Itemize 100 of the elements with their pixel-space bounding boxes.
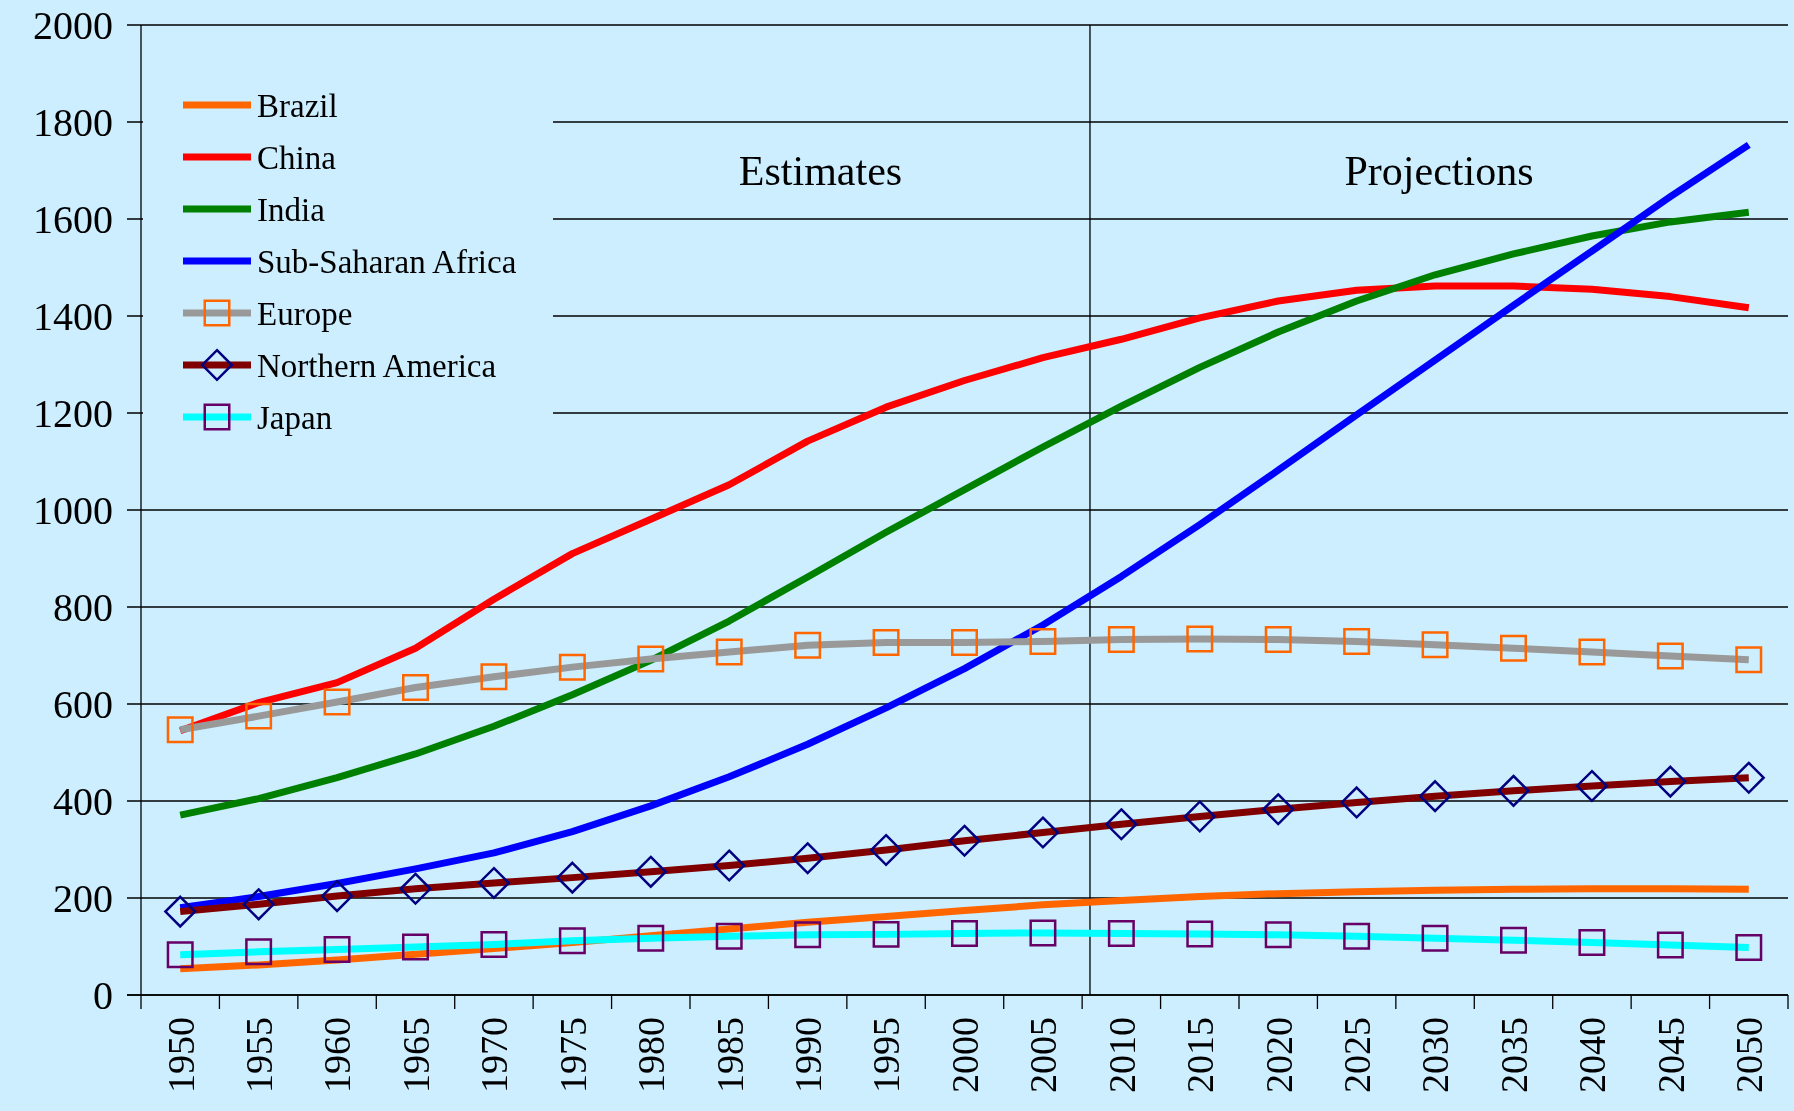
point [477,866,510,900]
point [1500,926,1527,954]
point [870,833,903,867]
point [637,645,665,673]
x-tick-label: 2015 [1179,1017,1222,1093]
y-tick-label: 1400 [33,294,113,339]
point [1497,774,1530,807]
point [951,628,978,656]
point [872,920,900,948]
point [948,824,981,857]
y-tick-label: 1800 [33,100,113,145]
point [1183,800,1216,833]
point [323,688,351,716]
point [480,663,508,691]
y-tick-label: 800 [53,585,113,630]
x-tick-label: 1995 [865,1017,908,1093]
point [1262,793,1295,826]
annotation: Estimates [738,148,903,195]
point [1107,626,1135,653]
point [1107,919,1135,947]
point [1735,646,1763,674]
legend-label: Japan [257,399,333,436]
y-tick-label: 600 [53,682,113,727]
point [1343,922,1371,950]
point [1654,765,1687,798]
point [245,702,273,730]
x-tick-label: 2045 [1649,1017,1692,1093]
legend-label: Sub-Saharan Africa [257,243,517,280]
point [1340,786,1373,819]
x-tick-label: 1970 [473,1017,516,1093]
y-tick-label: 400 [53,779,113,824]
legend-label: India [257,191,326,228]
point [480,931,508,959]
point [872,628,900,656]
point [951,919,978,947]
x-tick-label: 1980 [630,1017,673,1093]
annotation: Projections [1344,148,1534,195]
point [1029,627,1057,655]
point [558,653,586,681]
x-tick-label: 2010 [1100,1017,1143,1093]
x-tick-label: 2030 [1414,1017,1457,1093]
point [715,638,743,666]
point [1105,808,1138,841]
y-tick-label: 1200 [33,391,113,436]
point [794,921,822,949]
point [1578,929,1606,957]
point [1026,816,1059,849]
x-tick-label: 2035 [1492,1017,1535,1093]
x-tick-label: 2025 [1335,1017,1378,1093]
point [1264,921,1292,949]
point [321,879,354,913]
point [1575,769,1608,803]
point [402,674,429,702]
point [1029,919,1057,947]
point [242,888,275,921]
point [164,895,197,928]
x-tick-label: 1965 [394,1017,437,1093]
point [715,922,743,950]
x-tick-label: 2000 [943,1017,986,1093]
legend-label: Europe [257,295,353,332]
x-tick-label: 2005 [1022,1017,1065,1093]
point [791,842,824,875]
x-tick-label: 1955 [237,1017,280,1093]
x-tick-label: 1990 [786,1017,829,1093]
point [1421,631,1449,659]
y-tick-label: 0 [93,973,113,1018]
x-tick-label: 1950 [159,1017,202,1093]
point [1656,642,1684,670]
point [1732,761,1765,794]
y-tick-label: 200 [53,876,113,921]
point [323,935,351,963]
x-tick-label: 2050 [1728,1017,1771,1093]
point [1186,625,1214,653]
x-tick-label: 1960 [316,1017,359,1093]
point [637,924,665,952]
legend-label: Brazil [257,87,338,124]
legend-label: Northern America [257,347,497,384]
point [166,941,194,969]
point [245,938,273,966]
point [1500,634,1527,662]
point [713,849,746,882]
point [1421,924,1449,952]
point [402,933,429,961]
point [1186,920,1214,948]
y-tick-label: 1600 [33,197,113,242]
point [1735,933,1763,961]
x-tick-label: 2040 [1571,1017,1614,1093]
x-tick-label: 2020 [1257,1017,1300,1093]
point [556,861,589,894]
legend-label: China [257,139,337,176]
point [634,855,667,888]
point [794,631,822,659]
point [1264,626,1292,653]
y-tick-label: 1000 [33,488,113,533]
point [399,872,432,905]
point [1578,638,1606,666]
point [1419,780,1452,813]
x-tick-label: 1985 [708,1017,751,1093]
y-tick-label: 2000 [33,3,113,48]
x-tick-label: 1975 [551,1017,594,1093]
